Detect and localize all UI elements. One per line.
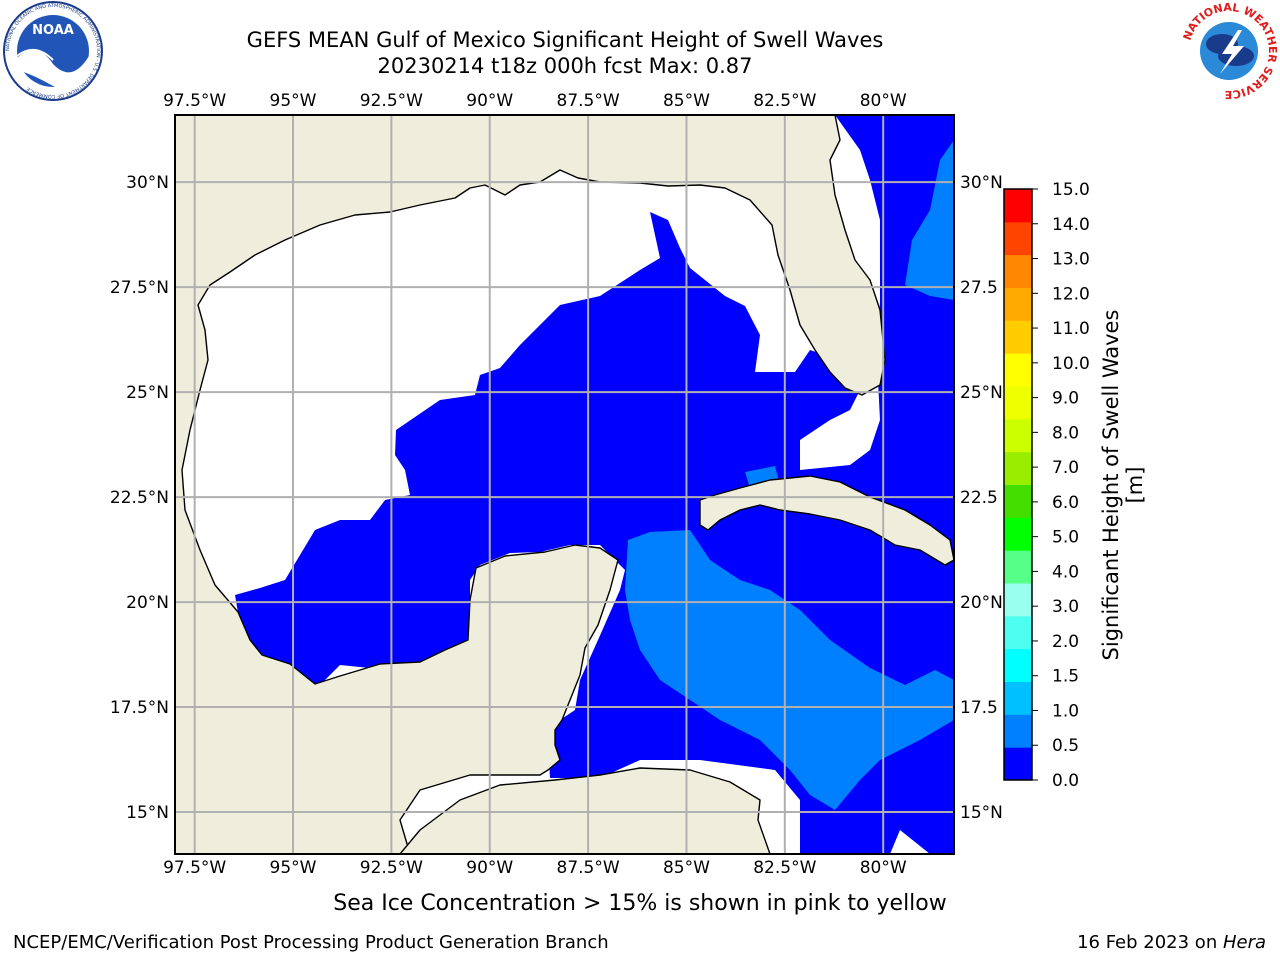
colorbar-tick-label: 8.0 [1052,423,1079,443]
lat-tick-label-left: 15°N [126,803,169,823]
longitude-labels-top: 97.5°W 95°W 92.5°W 90°W 87.5°W 85°W 82.5°W 80°W [163,91,907,111]
lon-tick-label-bottom: 85°W [663,858,710,878]
colorbar-tick-label: 3.0 [1052,597,1079,617]
colorbar-tick-label: 0.0 [1052,771,1079,791]
lat-tick-label-left: 27.5°N [110,278,169,298]
longitude-labels-bottom: 97.5°W 95°W 92.5°W 90°W 87.5°W 85°W 82.5°W 80°W [163,858,907,878]
colorbar-tick-label: 5.0 [1052,528,1079,548]
swell-0.5-1.0-region [625,530,954,810]
noaa-logo-text: NOAA [32,23,74,38]
nws-logo-icon: NATIONAL WEATHER SERVICE [1181,1,1279,101]
lon-tick-label-top: 82.5°W [753,91,816,111]
colorbar-segment [1004,583,1032,617]
lon-tick-label-bottom: 95°W [270,858,317,878]
latitude-labels-right: 30°N 27.5 25°N 22.5 20°N 17.5 15°N [960,173,1003,823]
colorbar-tick-label: 6.0 [1052,493,1079,513]
colorbar-tick-label: 12.0 [1052,284,1090,304]
lon-tick-label-top: 80°W [860,91,907,111]
lon-tick-label-top: 95°W [270,91,317,111]
colorbar-segment [1004,615,1032,650]
plot-title: GEFS MEAN Gulf of Mexico Significant Hei… [246,28,884,52]
colorbar-segment [1004,353,1032,387]
lat-tick-label-right: 30°N [960,173,1003,193]
colorbar-segment [1004,714,1032,748]
colorbar-segment [1004,320,1032,354]
lat-tick-label-left: 25°N [126,383,169,403]
colorbar-tick-label: 4.0 [1052,562,1079,582]
colorbar-segment [1004,747,1032,781]
colorbar-segment [1004,451,1032,485]
colorbar-segment [1004,517,1032,551]
map-panel [175,115,954,854]
lat-tick-label-right: 27.5 [960,278,998,298]
colorbar-tick-labels: 0.0 0.5 1.0 1.5 2.0 3.0 4.0 5.0 6.0 7.0 8.0 9.0 10.0… [1032,180,1090,791]
colorbar-tick-label: 13.0 [1052,250,1090,270]
colorbar-frame [1003,188,1033,781]
colorbar-segment [1004,550,1032,584]
lat-tick-label-left: 20°N [126,593,169,613]
colorbar-label: Significant Height of Swell Waves[m] [1099,310,1147,661]
lon-tick-label-top: 97.5°W [163,91,226,111]
lon-tick-label-bottom: 90°W [466,858,513,878]
cuba-land [699,475,954,566]
lon-tick-label-bottom: 82.5°W [753,858,816,878]
plot-subtitle: 20230214 t18z 000h fcst Max: 0.87 [377,54,753,78]
lat-tick-label-right: 17.5 [960,698,998,718]
lon-tick-label-top: 92.5°W [360,91,423,111]
colorbar-segment [1004,221,1032,256]
colorbar-segment [1004,189,1032,223]
colorbar-tick-label: 7.0 [1052,458,1079,478]
lat-tick-label-right: 25°N [960,383,1003,403]
lon-tick-label-top: 85°W [663,91,710,111]
lon-tick-label-bottom: 97.5°W [163,858,226,878]
colorbar [1003,188,1033,781]
colorbar-tick-label: 14.0 [1052,215,1090,235]
colorbar-tick-label: 2.0 [1052,632,1079,652]
footer-date: 16 Feb 2023 on Hera [1077,932,1266,953]
lon-tick-label-bottom: 87.5°W [557,858,620,878]
footer-credit: NCEP/EMC/Verification Post Processing Pr… [13,932,609,953]
colorbar-tick-label: 1.0 [1052,701,1079,721]
lon-tick-label-bottom: 80°W [860,858,907,878]
colorbar-segment [1004,287,1032,321]
colorbar-tick-label: 0.5 [1052,736,1079,756]
central-america-land [399,767,771,854]
latitude-labels-left: 30°N 27.5°N 25°N 22.5°N 20°N 17.5°N 15°N [110,173,169,823]
lat-tick-label-right: 15°N [960,803,1003,823]
lon-tick-label-bottom: 92.5°W [360,858,423,878]
lat-tick-label-left: 30°N [126,173,169,193]
lat-tick-label-right: 22.5 [960,488,998,508]
map-gridlines [175,115,954,854]
colorbar-segment [1004,484,1032,518]
swell-0.5-1.0-east-region [905,140,954,300]
footer-machine: Hera [1222,932,1266,953]
noaa-logo-icon: NOAA NATIONAL OCEANIC AND ATMOSPHERIC AD… [3,1,103,101]
lat-tick-label-left: 17.5°N [110,698,169,718]
colorbar-segment [1004,254,1032,288]
lon-tick-label-top: 87.5°W [557,91,620,111]
map-frame [174,114,955,855]
colorbar-segment [1004,418,1032,453]
lat-tick-label-left: 22.5°N [110,488,169,508]
colorbar-tick-label: 11.0 [1052,319,1090,339]
lon-tick-label-top: 90°W [466,91,513,111]
colorbar-segment [1004,386,1032,420]
colorbar-segment [1004,681,1032,715]
colorbar-tick-label: 1.5 [1052,667,1079,687]
lat-tick-label-right: 20°N [960,593,1003,613]
colorbar-tick-label: 15.0 [1052,180,1090,200]
colorbar-tick-label: 9.0 [1052,389,1079,409]
sea-ice-note: Sea Ice Concentration > 15% is shown in … [333,891,947,916]
colorbar-segment [1004,648,1032,682]
colorbar-tick-label: 10.0 [1052,354,1090,374]
footer-date-text: 16 Feb 2023 on [1077,932,1223,953]
